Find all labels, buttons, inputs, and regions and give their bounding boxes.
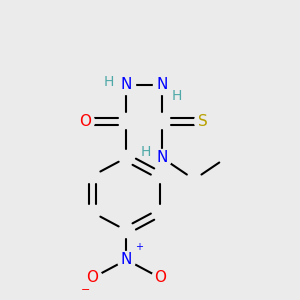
Text: O: O [79,114,91,129]
Text: +: + [135,242,143,253]
Text: H: H [103,75,114,88]
Text: N: N [156,77,167,92]
Text: N: N [121,77,132,92]
Text: N: N [121,252,132,267]
Text: −: − [80,285,90,295]
Text: H: H [171,89,182,103]
Text: O: O [154,270,166,285]
Text: H: H [140,145,151,159]
Text: S: S [198,114,208,129]
Text: N: N [156,150,167,165]
Text: O: O [87,270,99,285]
